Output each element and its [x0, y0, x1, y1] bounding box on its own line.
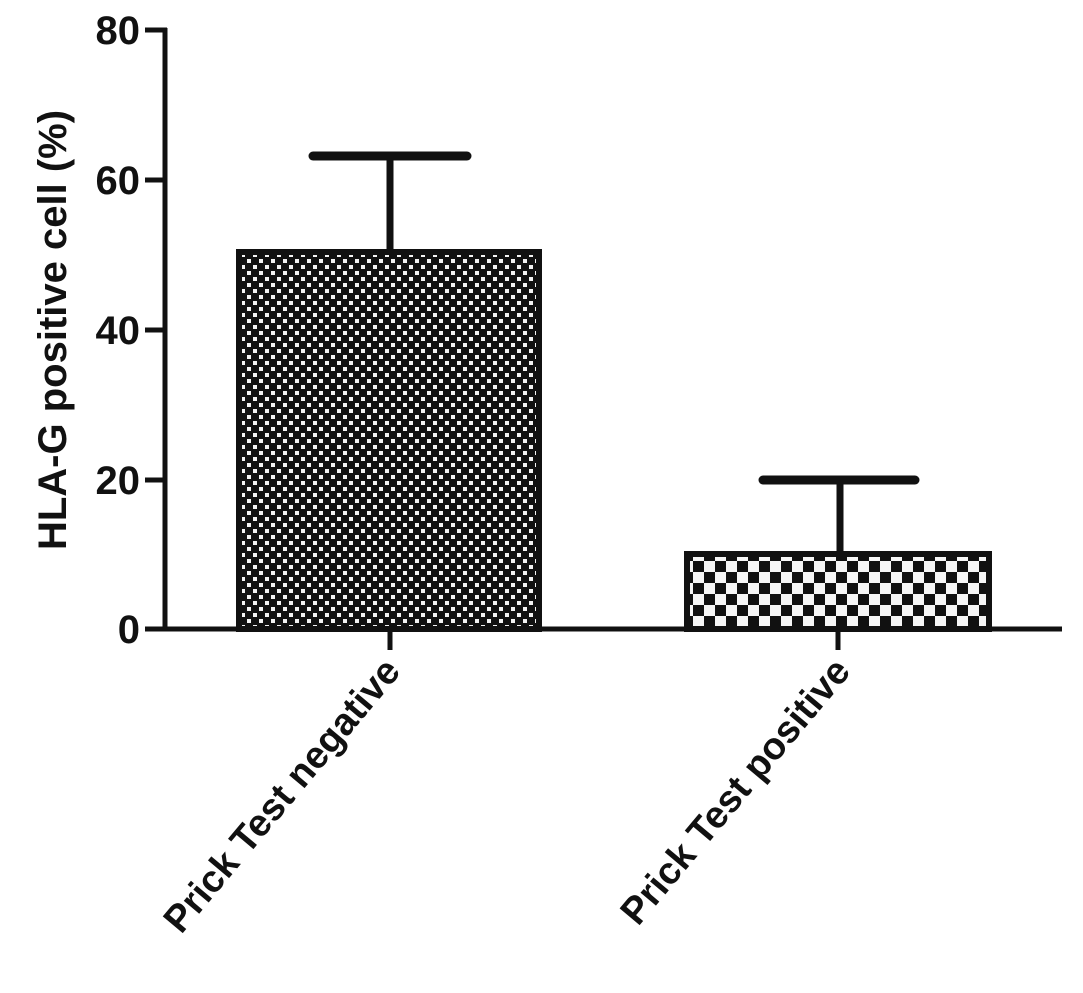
y-tick-80: 80 — [96, 9, 141, 53]
y-axis-title: HLA-G positive cell (%) — [31, 110, 75, 550]
y-tick-40: 40 — [96, 309, 141, 353]
y-tick-labels: 80 60 40 20 0 — [96, 9, 141, 652]
bar-prick-test-negative — [236, 151, 542, 632]
y-axis — [145, 27, 168, 632]
y-tick-20: 20 — [96, 459, 141, 503]
y-tick-0: 0 — [118, 608, 140, 652]
y-tick-60: 60 — [96, 159, 141, 203]
bar-prick-test-positive — [684, 475, 992, 632]
x-axis — [163, 626, 1062, 650]
x-label-prick-test-negative: Prick Test negative — [156, 651, 409, 941]
x-label-prick-test-positive: Prick Test positive — [613, 651, 859, 933]
